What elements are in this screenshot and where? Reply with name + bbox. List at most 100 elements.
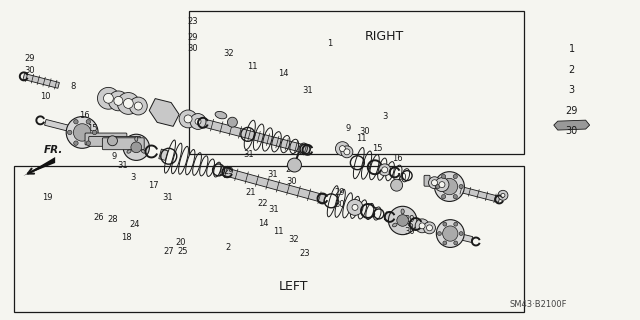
Circle shape xyxy=(454,222,458,226)
Circle shape xyxy=(117,92,140,114)
Ellipse shape xyxy=(408,223,413,227)
Circle shape xyxy=(341,146,353,158)
Text: 30: 30 xyxy=(24,66,35,75)
Ellipse shape xyxy=(215,111,227,119)
Circle shape xyxy=(134,102,142,110)
Circle shape xyxy=(86,141,91,145)
Circle shape xyxy=(442,174,445,179)
Circle shape xyxy=(442,195,445,199)
Circle shape xyxy=(335,142,349,156)
Polygon shape xyxy=(23,74,60,88)
Text: 29: 29 xyxy=(335,188,345,197)
Text: 31: 31 xyxy=(163,193,173,202)
Circle shape xyxy=(190,114,206,129)
Text: 3: 3 xyxy=(130,173,136,182)
Circle shape xyxy=(415,219,429,233)
Text: 11: 11 xyxy=(273,227,284,236)
Text: 11: 11 xyxy=(93,138,104,147)
Circle shape xyxy=(390,179,403,191)
Polygon shape xyxy=(159,149,168,160)
Text: 19: 19 xyxy=(42,193,52,202)
Polygon shape xyxy=(45,119,78,133)
Polygon shape xyxy=(197,118,311,154)
Text: 29: 29 xyxy=(286,165,296,174)
Circle shape xyxy=(86,119,91,124)
Text: 29: 29 xyxy=(24,54,35,63)
Text: 26: 26 xyxy=(93,213,104,222)
Circle shape xyxy=(431,180,438,186)
Circle shape xyxy=(108,91,129,111)
Circle shape xyxy=(74,119,78,124)
Circle shape xyxy=(352,204,358,210)
Circle shape xyxy=(459,185,463,189)
Text: 31: 31 xyxy=(243,149,253,158)
Circle shape xyxy=(74,124,91,141)
Circle shape xyxy=(435,178,449,192)
Text: 8: 8 xyxy=(70,82,76,91)
Circle shape xyxy=(347,199,363,215)
Circle shape xyxy=(108,136,117,146)
Circle shape xyxy=(443,226,458,241)
Circle shape xyxy=(501,193,505,197)
Circle shape xyxy=(66,116,98,148)
FancyBboxPatch shape xyxy=(424,175,430,186)
Text: 18: 18 xyxy=(122,233,132,242)
Text: 1: 1 xyxy=(569,44,575,54)
Text: 15: 15 xyxy=(372,144,383,153)
Ellipse shape xyxy=(401,209,404,214)
Ellipse shape xyxy=(141,150,146,153)
Circle shape xyxy=(131,142,141,153)
Circle shape xyxy=(379,164,390,176)
Circle shape xyxy=(439,182,445,188)
Circle shape xyxy=(454,241,458,245)
Text: 28: 28 xyxy=(108,215,118,224)
Text: 1: 1 xyxy=(327,38,333,48)
Text: 29: 29 xyxy=(404,215,415,224)
Text: 25: 25 xyxy=(177,247,188,256)
Ellipse shape xyxy=(392,223,397,227)
Text: 30: 30 xyxy=(335,200,345,209)
Text: 3: 3 xyxy=(569,85,575,95)
Circle shape xyxy=(287,158,301,172)
Text: 30: 30 xyxy=(566,126,578,136)
Circle shape xyxy=(436,185,440,189)
Circle shape xyxy=(179,110,197,128)
Circle shape xyxy=(195,118,201,124)
Text: 31: 31 xyxy=(118,162,128,171)
Circle shape xyxy=(92,130,97,135)
Text: 31: 31 xyxy=(268,205,278,214)
Polygon shape xyxy=(149,99,179,126)
Circle shape xyxy=(419,223,425,229)
Circle shape xyxy=(441,178,458,195)
Text: 11: 11 xyxy=(356,134,367,143)
Circle shape xyxy=(424,222,435,234)
Text: 9: 9 xyxy=(345,124,351,133)
Circle shape xyxy=(97,87,120,109)
Text: 2: 2 xyxy=(568,65,575,75)
Polygon shape xyxy=(554,120,589,130)
Circle shape xyxy=(227,117,237,127)
Polygon shape xyxy=(384,212,397,222)
Text: 29: 29 xyxy=(223,167,234,176)
Text: 31: 31 xyxy=(267,170,278,180)
Text: 30: 30 xyxy=(286,177,296,186)
Text: 23: 23 xyxy=(300,249,310,258)
Circle shape xyxy=(426,225,433,231)
FancyBboxPatch shape xyxy=(102,138,144,150)
Circle shape xyxy=(453,195,458,199)
Circle shape xyxy=(435,172,465,201)
Text: 3: 3 xyxy=(382,112,387,121)
Text: 10: 10 xyxy=(40,92,51,101)
Circle shape xyxy=(67,130,72,135)
Text: 31: 31 xyxy=(303,86,314,95)
Text: LEFT: LEFT xyxy=(278,280,308,293)
Text: 16: 16 xyxy=(392,154,403,163)
Circle shape xyxy=(438,232,442,236)
Circle shape xyxy=(453,174,458,179)
Circle shape xyxy=(114,96,123,105)
Circle shape xyxy=(74,141,78,145)
Circle shape xyxy=(460,232,463,236)
Circle shape xyxy=(123,134,149,160)
Text: 23: 23 xyxy=(188,17,198,26)
Text: 15: 15 xyxy=(87,124,97,133)
